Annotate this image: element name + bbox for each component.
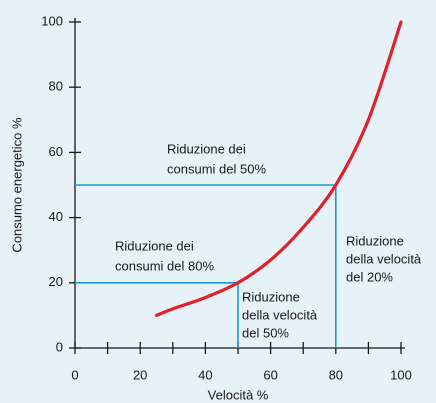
annotation: del 50% bbox=[242, 325, 289, 340]
y-tick-label: 80 bbox=[49, 79, 63, 94]
x-tick-label: 60 bbox=[263, 367, 277, 382]
x-tick-label: 100 bbox=[390, 367, 412, 382]
annotation: Riduzione bbox=[242, 289, 300, 304]
x-tick-label: 20 bbox=[133, 367, 147, 382]
y-tick-label: 0 bbox=[56, 339, 63, 354]
y-tick-label: 40 bbox=[49, 209, 63, 224]
annotation: del 20% bbox=[346, 269, 393, 284]
annotation: Riduzione bbox=[346, 233, 404, 248]
annotation: della velocità bbox=[242, 307, 318, 322]
annotation: Riduzione dei bbox=[167, 141, 246, 156]
y-tick-label: 20 bbox=[49, 274, 63, 289]
annotation: consumi del 50% bbox=[167, 161, 266, 176]
x-tick-label: 0 bbox=[71, 367, 78, 382]
annotation: Riduzione dei bbox=[115, 238, 194, 253]
x-tick-label: 80 bbox=[329, 367, 343, 382]
annotation: consumi del 80% bbox=[115, 258, 214, 273]
x-axis-label: Velocità % bbox=[208, 387, 269, 402]
annotation: della velocità bbox=[346, 251, 422, 266]
y-tick-label: 100 bbox=[41, 13, 63, 28]
line bbox=[154, 20, 403, 317]
y-axis-label: Consumo energetico % bbox=[9, 117, 24, 253]
x-tick-label: 40 bbox=[198, 367, 212, 382]
y-tick-label: 60 bbox=[49, 144, 63, 159]
